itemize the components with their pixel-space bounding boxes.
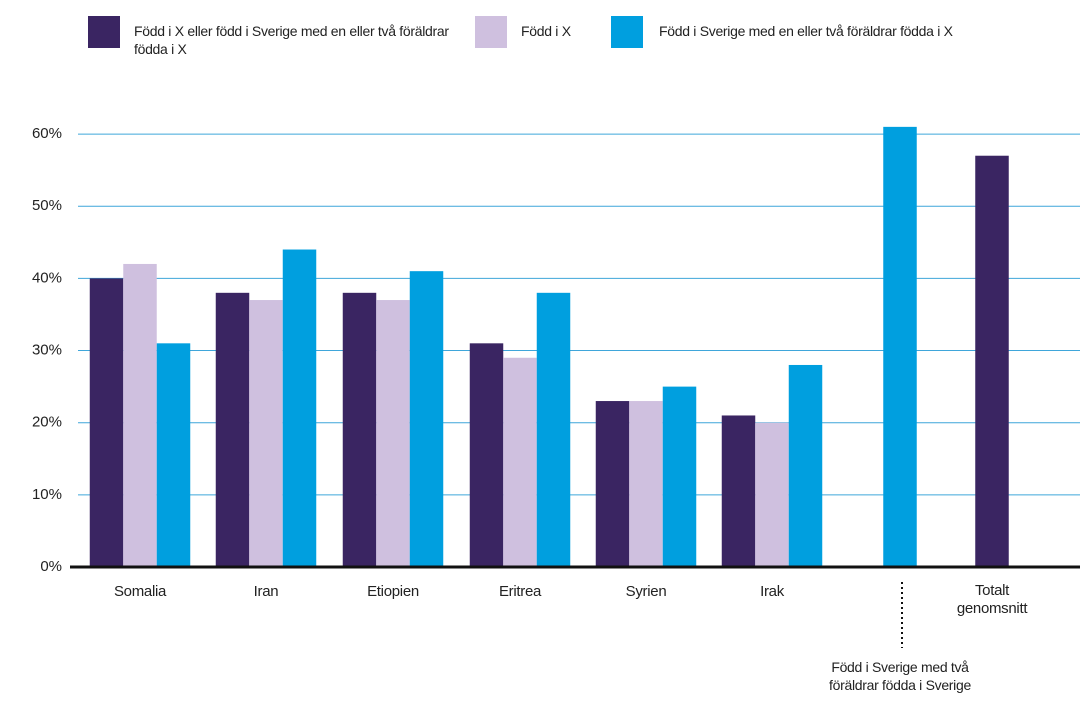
bar xyxy=(755,422,789,567)
legend-swatch xyxy=(475,16,507,48)
bar xyxy=(123,263,157,567)
bar xyxy=(282,249,317,567)
x-tick-label: Somalia xyxy=(113,583,167,600)
bar xyxy=(376,300,410,567)
x-tick-label: Syrien xyxy=(625,583,667,600)
bar xyxy=(788,364,823,567)
legend-swatch xyxy=(88,16,120,48)
bar xyxy=(342,292,377,567)
bar xyxy=(249,300,283,567)
y-tick-label: 60% xyxy=(32,125,62,142)
bar xyxy=(595,401,630,567)
x-tick-label: Född i Sverige med två föräldrar födda i… xyxy=(829,659,971,693)
bar xyxy=(536,292,571,567)
bar xyxy=(503,357,537,567)
bar xyxy=(409,271,444,567)
bar xyxy=(89,278,124,567)
y-tick-label: 50% xyxy=(32,197,62,214)
bar xyxy=(156,343,191,567)
y-tick-label: 10% xyxy=(32,486,62,503)
legend-label: Född i X xyxy=(521,23,571,39)
y-tick-label: 40% xyxy=(32,269,62,286)
x-tick-label: Iran xyxy=(253,583,279,600)
bar xyxy=(721,415,756,567)
x-tick-label: Eritrea xyxy=(498,583,542,600)
legend-swatch xyxy=(611,16,643,48)
x-tick-label: Totalt genomsnitt xyxy=(956,582,1028,617)
bar xyxy=(975,155,1009,567)
bar xyxy=(469,343,504,567)
x-tick-label: Irak xyxy=(760,583,784,600)
legend-label: Född i Sverige med en eller två föräldra… xyxy=(659,23,953,39)
y-tick-label: 0% xyxy=(40,558,62,575)
legend-label: Född i X eller född i Sverige med en ell… xyxy=(134,23,449,57)
y-tick-label: 30% xyxy=(32,342,62,359)
y-tick-label: 20% xyxy=(32,414,62,431)
bar xyxy=(662,386,697,567)
bar xyxy=(883,126,917,567)
bar xyxy=(629,401,663,567)
x-tick-label: Etiopien xyxy=(367,583,419,600)
bar xyxy=(215,292,250,567)
